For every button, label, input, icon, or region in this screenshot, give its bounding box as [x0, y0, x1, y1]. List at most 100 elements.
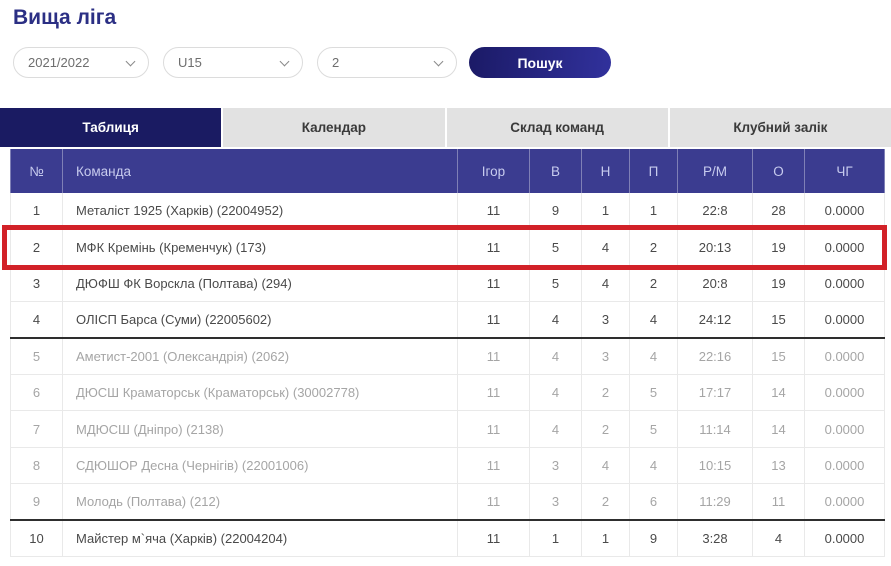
column-header-losses: П	[630, 149, 678, 193]
losses-cell: 2	[630, 229, 678, 265]
search-button[interactable]: Пошук	[469, 47, 611, 78]
wins-cell: 4	[530, 411, 582, 447]
games-cell: 11	[458, 302, 530, 337]
draws-cell: 4	[582, 447, 630, 484]
goals-cell: 24:12	[678, 302, 753, 337]
losses-cell: 9	[630, 520, 678, 556]
age-group-select[interactable]: U15	[163, 47, 303, 78]
draws-cell: 1	[582, 520, 630, 556]
draws-cell: 2	[582, 374, 630, 411]
column-header-fairplay: ЧГ	[805, 149, 885, 193]
draws-cell: 4	[582, 265, 630, 302]
goals-cell: 20:8	[678, 265, 753, 302]
losses-cell: 4	[630, 302, 678, 337]
table-row: 4 ОЛІСП Барса (Суми) (22005602) 11 4 3 4…	[10, 302, 885, 339]
games-cell: 11	[458, 265, 530, 302]
losses-cell: 2	[630, 265, 678, 302]
position-cell: 8	[10, 447, 63, 484]
column-header-goals: Р/М	[678, 149, 753, 193]
games-cell: 11	[458, 374, 530, 411]
team-cell: Металіст 1925 (Харків) (22004952)	[63, 193, 458, 229]
season-select-value: 2021/2022	[28, 55, 90, 70]
wins-cell: 1	[530, 520, 582, 556]
column-header-team: Команда	[63, 149, 458, 193]
losses-cell: 4	[630, 338, 678, 374]
round-select[interactable]: 2	[317, 47, 457, 78]
team-cell: ДЮФШ ФК Ворскла (Полтава) (294)	[63, 265, 458, 302]
chevron-down-icon	[433, 56, 444, 66]
fairplay-cell: 0.0000	[805, 229, 885, 265]
draws-cell: 2	[582, 411, 630, 447]
points-cell: 14	[753, 411, 805, 447]
wins-cell: 5	[530, 229, 582, 265]
team-cell: СДЮШОР Десна (Чернігів) (22001006)	[63, 447, 458, 484]
round-select-value: 2	[332, 55, 340, 70]
tab-table[interactable]: Таблиця	[0, 108, 222, 147]
chevron-down-icon	[279, 56, 290, 66]
goals-cell: 17:17	[678, 374, 753, 411]
tab-club-standing[interactable]: Клубний залік	[669, 108, 891, 147]
page-title: Вища ліга	[13, 6, 117, 29]
draws-cell: 2	[582, 484, 630, 519]
fairplay-cell: 0.0000	[805, 338, 885, 374]
tab-calendar[interactable]: Календар	[223, 108, 445, 147]
points-cell: 11	[753, 484, 805, 519]
wins-cell: 3	[530, 447, 582, 484]
standings-table: № Команда Ігор В Н П Р/М О ЧГ 1 Металіст…	[2, 149, 887, 557]
fairplay-cell: 0.0000	[805, 193, 885, 229]
team-cell: Аметист-2001 (Олександрія) (2062)	[63, 338, 458, 374]
wins-cell: 9	[530, 193, 582, 229]
column-header-games: Ігор	[458, 149, 530, 193]
fairplay-cell: 0.0000	[805, 374, 885, 411]
table-header-row: № Команда Ігор В Н П Р/М О ЧГ	[10, 149, 885, 193]
position-cell: 4	[10, 302, 63, 337]
draws-cell: 3	[582, 338, 630, 374]
chevron-down-icon	[125, 56, 136, 66]
season-select[interactable]: 2021/2022	[13, 47, 149, 78]
games-cell: 11	[458, 520, 530, 556]
wins-cell: 4	[530, 338, 582, 374]
filter-bar: 2021/2022 U15 2 Пошук	[13, 47, 891, 78]
points-cell: 28	[753, 193, 805, 229]
fairplay-cell: 0.0000	[805, 302, 885, 337]
tab-bar: Таблиця Календар Склад команд Клубний за…	[0, 108, 891, 147]
draws-cell: 1	[582, 193, 630, 229]
games-cell: 11	[458, 411, 530, 447]
games-cell: 11	[458, 229, 530, 265]
table-row: 3 ДЮФШ ФК Ворскла (Полтава) (294) 11 5 4…	[10, 265, 885, 303]
position-cell: 5	[10, 338, 63, 374]
team-cell: МФК Кремінь (Кременчук) (173)	[63, 229, 458, 265]
goals-cell: 10:15	[678, 447, 753, 484]
table-row: 1 Металіст 1925 (Харків) (22004952) 11 9…	[10, 193, 885, 230]
games-cell: 11	[458, 338, 530, 374]
team-cell: Молодь (Полтава) (212)	[63, 484, 458, 519]
wins-cell: 5	[530, 265, 582, 302]
position-cell: 3	[10, 265, 63, 302]
position-cell: 9	[10, 484, 63, 519]
losses-cell: 5	[630, 411, 678, 447]
wins-cell: 4	[530, 374, 582, 411]
table-body: 1 Металіст 1925 (Харків) (22004952) 11 9…	[2, 193, 887, 557]
fairplay-cell: 0.0000	[805, 520, 885, 556]
table-row: 5 Аметист-2001 (Олександрія) (2062) 11 4…	[10, 338, 885, 375]
wins-cell: 4	[530, 302, 582, 337]
column-header-position: №	[10, 149, 63, 193]
goals-cell: 22:16	[678, 338, 753, 374]
wins-cell: 3	[530, 484, 582, 519]
games-cell: 11	[458, 484, 530, 519]
goals-cell: 3:28	[678, 520, 753, 556]
losses-cell: 6	[630, 484, 678, 519]
points-cell: 13	[753, 447, 805, 484]
points-cell: 4	[753, 520, 805, 556]
fairplay-cell: 0.0000	[805, 411, 885, 447]
tab-team-rosters[interactable]: Склад команд	[446, 108, 668, 147]
fairplay-cell: 0.0000	[805, 265, 885, 302]
position-cell: 2	[10, 229, 63, 265]
position-cell: 10	[10, 520, 63, 556]
column-header-draws: Н	[582, 149, 630, 193]
games-cell: 11	[458, 447, 530, 484]
age-group-select-value: U15	[178, 55, 202, 70]
goals-cell: 11:29	[678, 484, 753, 519]
goals-cell: 20:13	[678, 229, 753, 265]
losses-cell: 4	[630, 447, 678, 484]
